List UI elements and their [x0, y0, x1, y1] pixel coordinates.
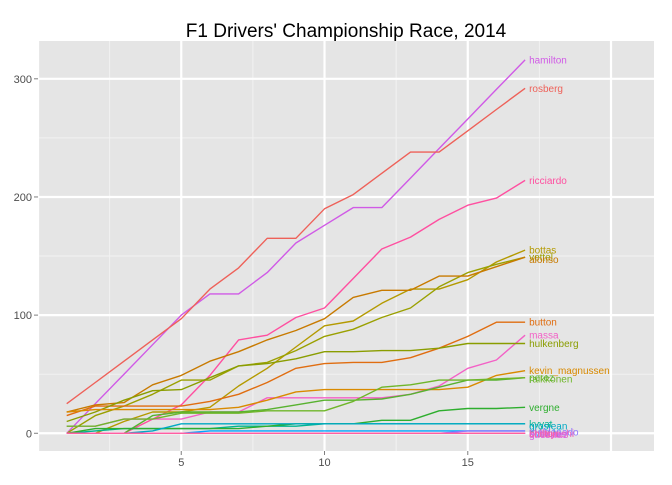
series-line-hulkenberg [66, 342, 526, 423]
series-line-grosjean [66, 423, 526, 434]
series-line-vettel [66, 256, 526, 434]
grid-minor [38, 41, 654, 451]
series-end-label: raikkonen [529, 374, 572, 385]
series-end-label: button [529, 318, 557, 329]
series-end-label: alonso [529, 255, 559, 266]
series-end-label: sutil [529, 429, 547, 440]
series-end-label: grosjean [529, 422, 567, 433]
series-end-label: massa [529, 331, 559, 342]
series-end-label: bianchi [529, 429, 561, 440]
y-tick-label: 0 [26, 428, 32, 440]
y-axis: 0 100 200 300 [14, 74, 38, 440]
chart-title: F1 Drivers' Championship Race, 2014 [186, 21, 507, 42]
series-line-alonso [66, 256, 526, 413]
series-end-label: maldonado [529, 428, 579, 439]
series-end-label: ericsson [529, 430, 566, 441]
series-end-label: kobayashi [529, 429, 574, 440]
series-end-label: perez [529, 373, 554, 384]
y-tick-label: 100 [14, 310, 32, 322]
y-tick-label: 200 [14, 192, 32, 204]
x-tick-label: 15 [462, 457, 474, 469]
series-line-bottas [66, 249, 526, 434]
plot-panel [38, 41, 654, 451]
series-end-label: hamilton [529, 55, 567, 66]
series-end-label: kvyat [529, 419, 553, 430]
series-end-label: bottas [529, 246, 556, 257]
series-line-ricciardo [66, 179, 526, 434]
x-tick-label: 5 [178, 457, 184, 469]
series-end-label: ricciardo [529, 176, 567, 187]
end-labels: hamilton rosberg ricciardo bottasvettelalon… [529, 55, 610, 441]
series-line-perez [66, 377, 526, 434]
x-axis: 5 10 15 [178, 451, 474, 469]
series-line-hamilton [66, 59, 526, 434]
series-end-label: vettel [529, 253, 553, 264]
series-end-label: rosberg [529, 84, 563, 95]
x-tick-label: 10 [318, 457, 330, 469]
series-end-label: hulkenberg [529, 339, 578, 350]
series-end-label: chilton [529, 429, 558, 440]
grid-major [36, 41, 654, 451]
series-line-kevin_magnussen [66, 370, 526, 413]
series-end-label: vergne [529, 403, 560, 414]
series-end-label: gutierrez [529, 430, 568, 441]
series-end-label: kevin_magnussen [529, 366, 610, 377]
series-line-raikkonen [66, 377, 526, 427]
series-lines [66, 59, 526, 434]
series-line-rosberg [66, 87, 526, 405]
y-tick-label: 300 [14, 74, 32, 86]
series-line-button [66, 321, 526, 417]
